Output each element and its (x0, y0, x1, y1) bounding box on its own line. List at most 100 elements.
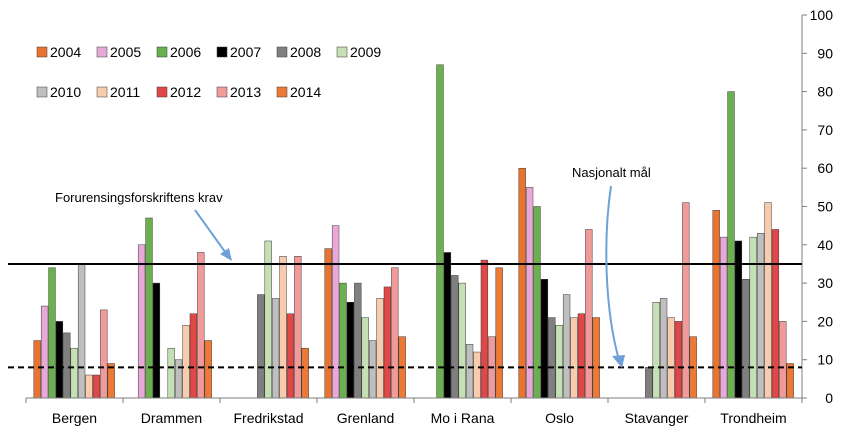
bar-2008-fredrikstad (257, 295, 264, 398)
bar-2006-mo-i-rana (437, 65, 444, 398)
legend-label-2014: 2014 (290, 84, 321, 100)
bar-2008-stavanger (645, 367, 652, 398)
bar-2012-trondheim (772, 229, 779, 398)
bar-2005-trondheim (720, 237, 727, 398)
legend-swatch-2011 (97, 87, 107, 97)
bar-2006-grenland (340, 283, 347, 398)
bar-2006-bergen (49, 268, 56, 398)
bar-2006-drammen (146, 218, 153, 398)
bar-2009-mo-i-rana (459, 283, 466, 398)
bar-2012-fredrikstad (287, 314, 294, 398)
bar-2010-mo-i-rana (466, 344, 473, 398)
bar-2011-stavanger (668, 318, 675, 398)
bar-2007-grenland (347, 302, 354, 398)
y-tick-label: 60 (817, 160, 833, 176)
bar-2008-bergen (63, 333, 70, 398)
x-tick-label: Stavanger (625, 410, 689, 426)
bar-2010-grenland (369, 341, 376, 398)
legend-swatch-2005 (97, 47, 107, 57)
bar-2007-mo-i-rana (444, 252, 451, 398)
bar-2009-oslo (556, 325, 563, 398)
bar-2005-grenland (332, 226, 339, 398)
legend-swatch-2008 (277, 47, 287, 57)
x-tick-label: Oslo (545, 410, 574, 426)
bar-2007-oslo (541, 279, 548, 398)
annotation-regulation-label: Forurensingsforskriftens krav (55, 190, 223, 205)
x-tick-label: Bergen (52, 410, 97, 426)
bar-2010-stavanger (660, 298, 667, 398)
y-tick-label: 10 (817, 352, 833, 368)
bar-2010-trondheim (757, 233, 764, 398)
legend-label-2013: 2013 (230, 84, 261, 100)
bar-2009-bergen (71, 348, 78, 398)
y-tick-label: 90 (817, 45, 833, 61)
bar-2004-grenland (325, 249, 332, 398)
legend-swatch-2006 (157, 47, 167, 57)
legend-label-2012: 2012 (170, 84, 201, 100)
bar-2014-mo-i-rana (496, 268, 503, 398)
bar-2012-stavanger (675, 321, 682, 398)
bar-2011-drammen (183, 325, 190, 398)
bar-2009-stavanger (653, 302, 660, 398)
bar-2012-oslo (578, 314, 585, 398)
annotation-national-arrow (606, 186, 619, 360)
bar-2009-drammen (168, 348, 175, 398)
bar-2010-bergen (78, 264, 85, 398)
bar-2014-oslo (593, 318, 600, 398)
bar-2007-drammen (153, 283, 160, 398)
bar-2004-bergen (34, 341, 41, 398)
x-tick-label: Grenland (337, 410, 395, 426)
x-tick-label: Trondheim (720, 410, 786, 426)
legend-swatch-2004 (37, 47, 47, 57)
legend-label-2008: 2008 (290, 44, 321, 60)
bar-2008-mo-i-rana (451, 275, 458, 398)
y-tick-label: 20 (817, 313, 833, 329)
legend-label-2010: 2010 (50, 84, 81, 100)
legend-label-2007: 2007 (230, 44, 261, 60)
bar-2013-fredrikstad (294, 256, 301, 398)
bar-2011-bergen (86, 375, 93, 398)
bar-2010-oslo (563, 295, 570, 398)
x-tick-label: Drammen (141, 410, 202, 426)
annotation-regulation-arrowhead (220, 248, 232, 261)
bar-2012-grenland (384, 287, 391, 398)
legend-swatch-2010 (37, 87, 47, 97)
legend: 2004 2005 2006 2007 2008 2009 2010 2011 2012 2013… (37, 44, 381, 100)
legend-label-2011: 2011 (110, 84, 140, 100)
bar-2005-bergen (41, 306, 48, 398)
bar-2011-grenland (377, 298, 384, 398)
y-tick-label: 40 (817, 237, 833, 253)
legend-swatch-2012 (157, 87, 167, 97)
bar-2012-drammen (190, 314, 197, 398)
x-tick-label: Fredrikstad (233, 410, 303, 426)
legend-label-2006: 2006 (170, 44, 201, 60)
bar-2014-trondheim (787, 364, 794, 398)
bar-2006-trondheim (728, 92, 735, 398)
bar-2008-trondheim (742, 279, 749, 398)
bar-2013-trondheim (779, 321, 786, 398)
bar-2004-oslo (519, 168, 526, 398)
annotation-national-label: Nasjonalt mål (572, 165, 651, 180)
bar-2011-fredrikstad (280, 256, 287, 398)
bar-2008-grenland (354, 283, 361, 398)
bars-layer (34, 65, 794, 398)
bar-2011-oslo (571, 318, 578, 398)
bar-2014-drammen (205, 341, 212, 398)
bar-2007-bergen (56, 321, 63, 398)
bar-2004-trondheim (713, 210, 720, 398)
bar-2013-oslo (585, 229, 592, 398)
bar-2005-drammen (138, 245, 145, 398)
bar-2008-oslo (548, 318, 555, 398)
bar-2010-drammen (175, 360, 182, 398)
bar-2012-mo-i-rana (481, 260, 488, 398)
legend-label-2004: 2004 (50, 44, 81, 60)
bar-2006-oslo (534, 207, 541, 399)
y-tick-label: 0 (825, 390, 833, 406)
bar-2013-grenland (391, 268, 398, 398)
y-tick-label: 50 (817, 199, 833, 215)
legend-label-2009: 2009 (350, 44, 381, 60)
y-tick-label: 70 (817, 122, 833, 138)
bar-2009-grenland (362, 318, 369, 398)
x-tick-label: Mo i Rana (431, 410, 495, 426)
